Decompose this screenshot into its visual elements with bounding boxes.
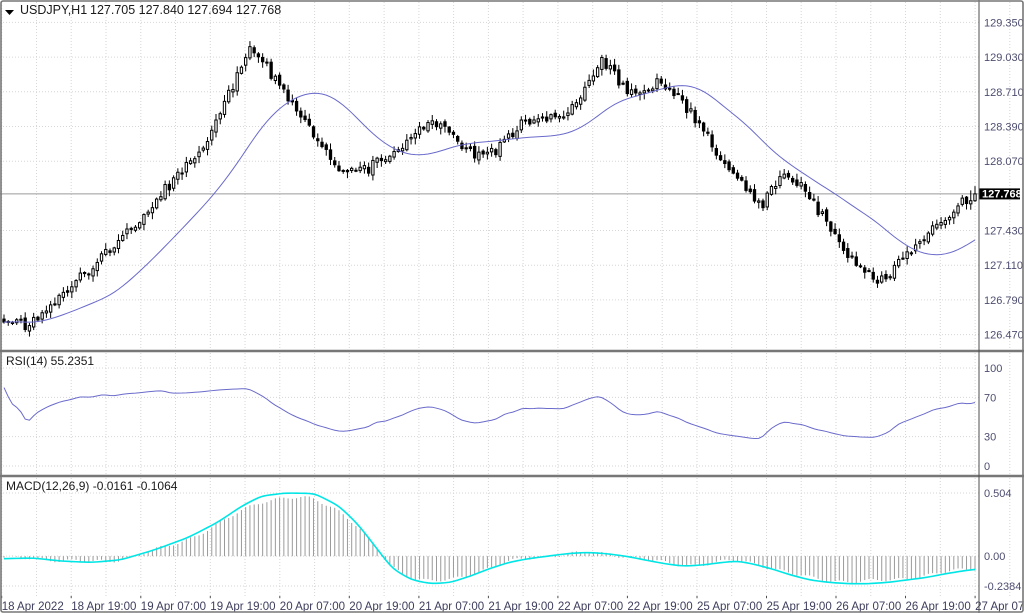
svg-text:MACD(12,26,9) -0.0161 -0.1064: MACD(12,26,9) -0.0161 -0.1064 [6, 479, 178, 493]
svg-text:-0.2384: -0.2384 [984, 581, 1021, 593]
svg-text:127.768: 127.768 [982, 189, 1022, 201]
svg-text:100: 100 [984, 363, 1002, 375]
svg-text:0.504: 0.504 [984, 488, 1012, 500]
svg-text:127.705 127.840 127.694 127.76: 127.705 127.840 127.694 127.768 [90, 3, 281, 17]
svg-text:128.070: 128.070 [984, 156, 1024, 168]
svg-text:RSI(14) 55.2351: RSI(14) 55.2351 [6, 354, 94, 368]
svg-text:30: 30 [984, 432, 996, 444]
svg-text:128.710: 128.710 [984, 87, 1024, 99]
svg-text:0.00: 0.00 [984, 551, 1005, 563]
svg-text:129.350: 129.350 [984, 17, 1024, 29]
svg-text:128.390: 128.390 [984, 122, 1024, 134]
svg-text:70: 70 [984, 392, 996, 404]
svg-text:127.110: 127.110 [984, 260, 1023, 272]
svg-text:127.430: 127.430 [984, 226, 1024, 238]
svg-text:126.470: 126.470 [984, 330, 1024, 342]
svg-text:0: 0 [984, 461, 990, 473]
svg-text:126.790: 126.790 [984, 295, 1024, 307]
svg-text:USDJPY,H1: USDJPY,H1 [20, 3, 87, 17]
svg-text:129.030: 129.030 [984, 52, 1024, 64]
